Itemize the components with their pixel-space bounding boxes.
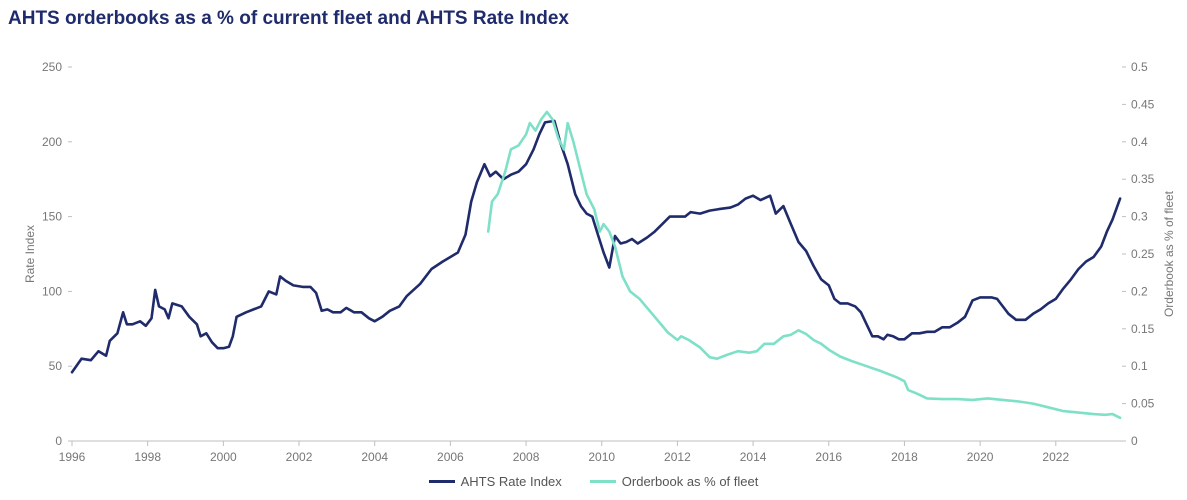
y-left-tick-label: 250 [42,60,62,74]
series-lines [70,110,1122,420]
x-tick-label: 2004 [361,450,388,464]
x-tick-label: 2020 [967,450,994,464]
legend-swatch-rate-index [428,480,455,483]
y-left-tick-label: 50 [49,359,63,373]
y-right-tick-label: 0.2 [1131,284,1148,298]
legend-swatch-orderbook [589,480,616,483]
chart-title: AHTS orderbooks as a % of current fleet … [8,8,569,29]
y-right-tick-label: 0 [1131,434,1138,448]
y-right-tick-label: 0.35 [1131,172,1155,186]
legend-label-rate-index: AHTS Rate Index [460,474,562,489]
x-tick-label: 1998 [134,450,161,464]
x-tick-label: 2018 [891,450,918,464]
x-tick-label: 2006 [437,450,464,464]
y-left-axis-title: Rate Index [23,225,37,283]
legend-item-orderbook: Orderbook as % of fleet [589,474,759,489]
x-tick-label: 2014 [740,450,767,464]
x-tick-label: 2012 [664,450,691,464]
y-right-tick-label: 0.05 [1131,397,1155,411]
x-tick-label: 2022 [1042,450,1069,464]
x-tick-label: 2008 [513,450,540,464]
y-right-axis-title: Orderbook as % of fleet [1162,190,1176,317]
y-left-tick-label: 200 [42,135,62,149]
x-tick-label: 1996 [59,450,86,464]
y-left-tick-label: 100 [42,284,62,298]
x-tick-label: 2000 [210,450,237,464]
y-right-tick-label: 0.45 [1131,97,1155,111]
y-right-tick-label: 0.25 [1131,247,1155,261]
y-right-tick-label: 0.4 [1131,135,1148,149]
legend: AHTS Rate Index Orderbook as % of fleet [0,474,1187,489]
rate-index-line [70,119,1122,374]
legend-item-rate-index: AHTS Rate Index [428,474,562,489]
legend-label-orderbook: Orderbook as % of fleet [621,474,759,489]
x-tick-label: 2002 [286,450,313,464]
y-right-tick-label: 0.5 [1131,60,1148,74]
orderbook-line [486,110,1122,420]
x-tick-label: 2016 [815,450,842,464]
y-left-tick-label: 0 [55,434,62,448]
y-right-tick-label: 0.3 [1131,210,1148,224]
x-tick-label: 2010 [588,450,615,464]
axes: 0 50 100 150 200 250 0 0.05 0.1 0.15 0.2 0.25 0.3 0.3… [23,60,1176,464]
y-left-tick-label: 150 [42,210,62,224]
y-right-tick-label: 0.1 [1131,359,1148,373]
y-right-tick-label: 0.15 [1131,322,1155,336]
